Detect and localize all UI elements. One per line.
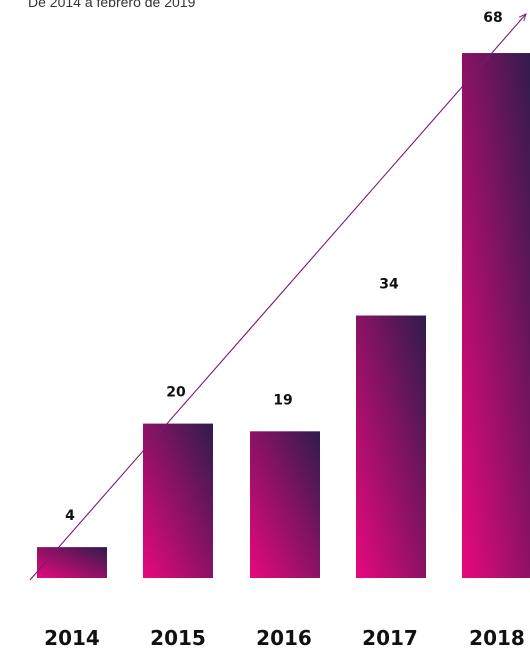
value-label-2015: 20 bbox=[166, 385, 186, 401]
chart-subtitle: De 2014 a febrero de 2019 bbox=[28, 0, 196, 10]
bar-2016 bbox=[250, 431, 320, 578]
year-label-2017: 2017 bbox=[362, 626, 418, 650]
year-label-2018: 2018 bbox=[469, 626, 525, 650]
value-label-2014: 4 bbox=[65, 508, 75, 524]
bar-2014 bbox=[37, 547, 107, 578]
value-labels-group: 4 20 19 34 68 bbox=[65, 10, 503, 524]
trend-line bbox=[29, 14, 526, 581]
value-label-2016: 19 bbox=[273, 392, 292, 408]
year-labels-group: 2014 2015 2016 2017 2018 bbox=[44, 626, 525, 650]
bar-2015 bbox=[143, 423, 213, 578]
value-label-2018: 68 bbox=[483, 10, 502, 26]
year-label-2016: 2016 bbox=[256, 626, 312, 650]
bar-2018 bbox=[462, 53, 530, 579]
year-label-2015: 2015 bbox=[150, 626, 206, 650]
bars-group bbox=[37, 53, 530, 579]
year-label-2014: 2014 bbox=[44, 626, 100, 650]
bar-2017 bbox=[356, 315, 426, 578]
value-label-2017: 34 bbox=[379, 277, 399, 293]
